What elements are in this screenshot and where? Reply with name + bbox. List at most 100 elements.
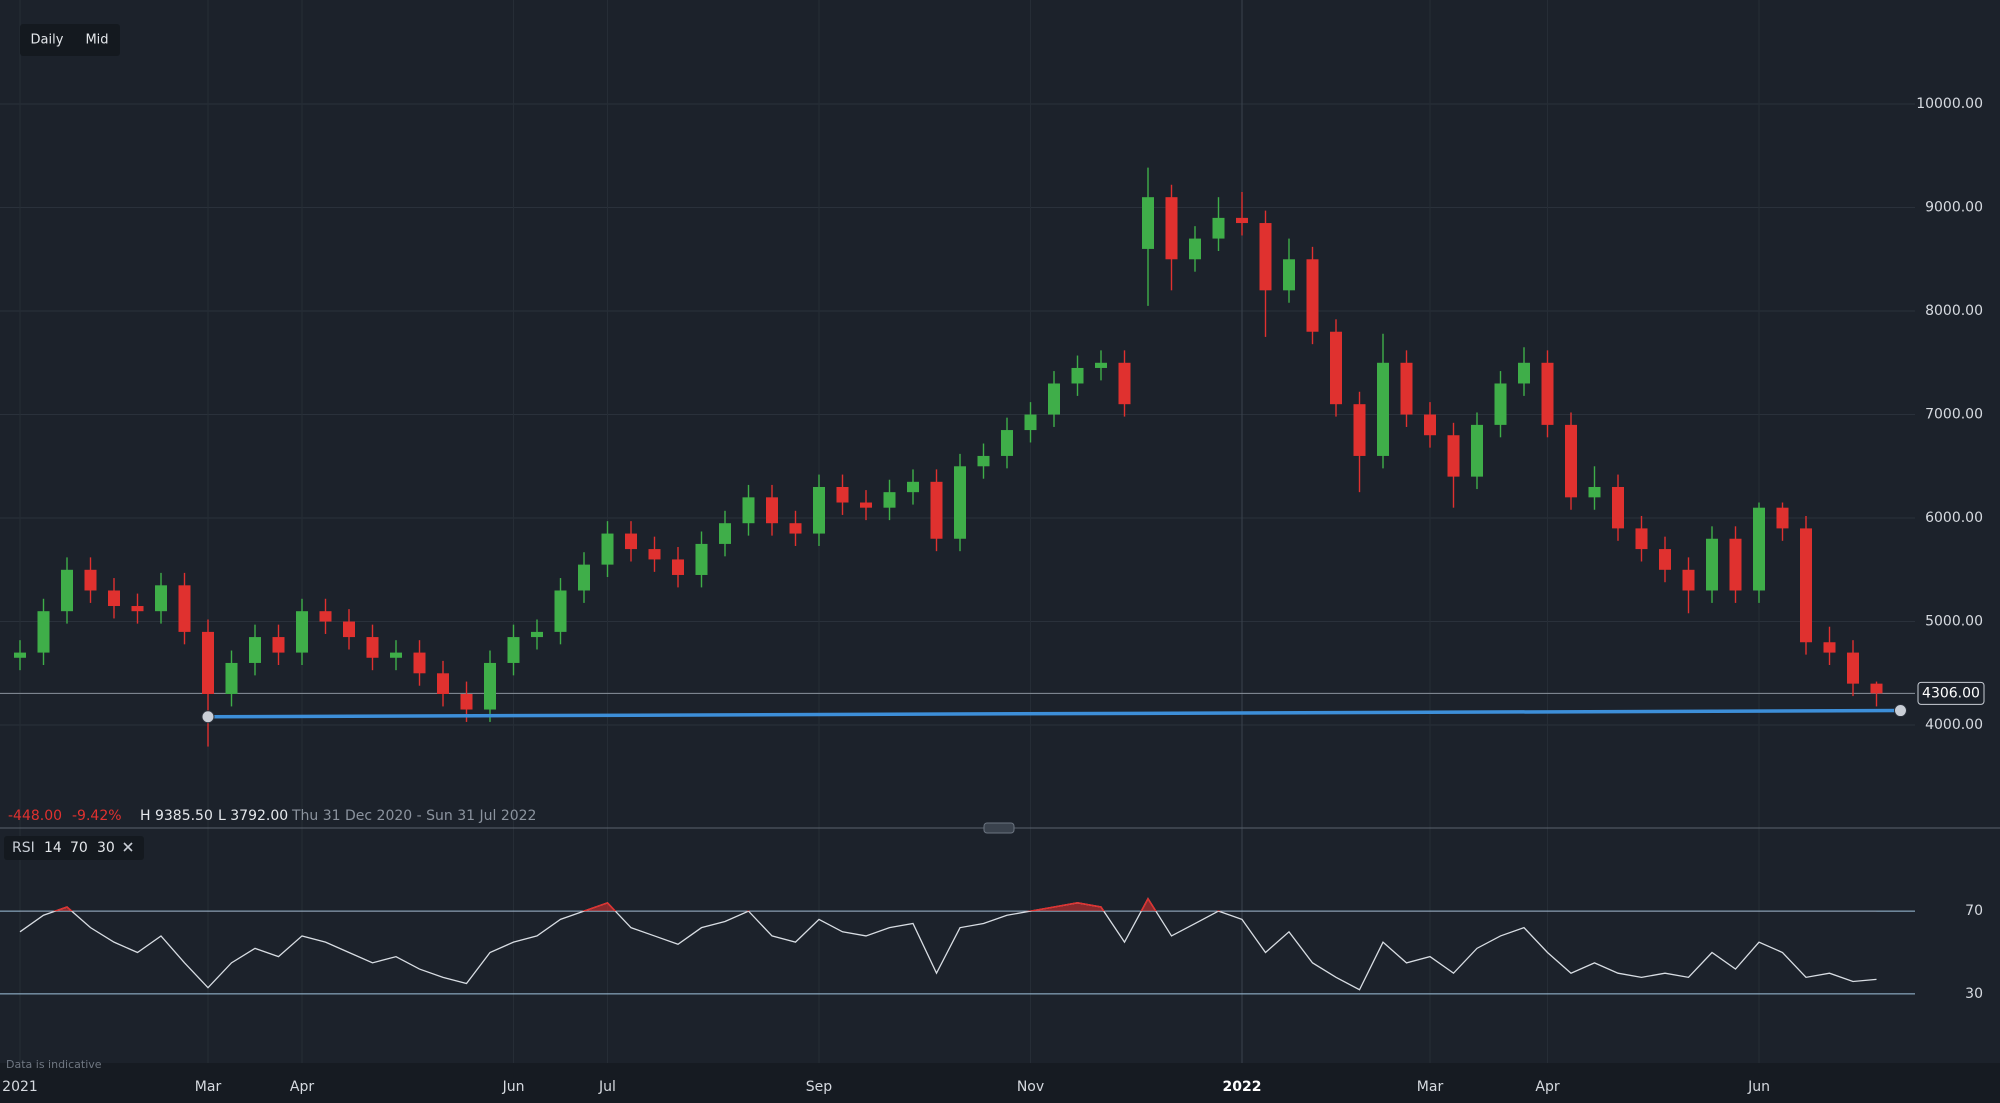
candle-body: [1212, 217, 1225, 239]
x-tick-label: 2021: [2, 1079, 38, 1095]
candle-body: [366, 637, 379, 658]
candle-body: [1729, 538, 1742, 591]
support-handle: [1894, 704, 1907, 718]
rsi-tick-label: 70: [1965, 903, 1983, 919]
candle-body: [84, 569, 97, 591]
candle-body: [484, 662, 496, 710]
y-tick-label: 7000.00: [1925, 407, 1983, 423]
candle-body: [1001, 430, 1013, 456]
candle-body: [1400, 362, 1413, 415]
candle-body: [531, 631, 543, 638]
rsi-param: 70: [70, 840, 88, 856]
y-tick-label: 4000.00: [1925, 717, 1983, 733]
candle-body: [1800, 528, 1812, 643]
candle-body: [954, 466, 966, 539]
candle-body: [766, 497, 778, 524]
candle-body: [61, 569, 73, 612]
candle-body: [1471, 424, 1483, 477]
candle-body: [578, 564, 590, 591]
candle-body: [14, 652, 26, 658]
x-tick-label: Apr: [290, 1079, 314, 1095]
candle-body: [1118, 362, 1131, 405]
footer-note: Data is indicative: [6, 1058, 102, 1071]
candle-body: [695, 543, 708, 575]
candle-body: [1189, 238, 1201, 260]
candle-body: [202, 631, 214, 694]
candle-body: [1024, 414, 1037, 431]
candle-body: [625, 533, 637, 550]
candle-body: [672, 559, 684, 575]
candle-body: [742, 497, 755, 524]
candle-body: [1259, 223, 1272, 291]
period-low: L 3792.00: [218, 808, 288, 824]
interval-button[interactable]: Daily: [31, 33, 64, 48]
candle-body: [1706, 538, 1718, 591]
x-axis-strip: [0, 1063, 2000, 1103]
rsi-overbought-area: [55, 898, 1156, 912]
candle-body: [507, 637, 520, 663]
price-type-button[interactable]: Mid: [85, 33, 108, 48]
candle-body: [907, 481, 919, 493]
rsi-tick-label: 30: [1965, 986, 1983, 1002]
x-tick-label: Sep: [806, 1079, 833, 1095]
candle-body: [37, 611, 50, 653]
change-pct: -9.42%: [72, 808, 122, 824]
candle-body: [1424, 414, 1436, 436]
candle-body: [1095, 362, 1107, 368]
candle-body: [272, 637, 285, 653]
candle-body: [155, 585, 167, 612]
candle-body: [1753, 507, 1765, 591]
rsi-title: RSI: [12, 840, 35, 856]
candle-body: [1518, 362, 1530, 384]
candle-body: [319, 611, 332, 622]
candle-body: [1071, 367, 1084, 384]
x-tick-label: 2022: [1223, 1079, 1262, 1095]
candle-body: [343, 621, 355, 638]
x-tick-label: Jul: [598, 1079, 616, 1095]
x-tick-label: Apr: [1535, 1079, 1559, 1095]
candle-body: [1142, 197, 1154, 249]
candle-body: [1823, 642, 1836, 653]
candle-body: [178, 585, 191, 632]
candle-body: [249, 637, 261, 663]
candle-body: [648, 549, 661, 560]
candle-body: [1494, 383, 1507, 425]
candle-body: [131, 606, 144, 612]
candle-body: [1682, 569, 1695, 591]
x-tick-label: Jun: [502, 1079, 525, 1095]
rsi-close-button[interactable]: [123, 842, 133, 852]
y-tick-label: 5000.00: [1925, 614, 1983, 630]
last-price-label: 4306.00: [1922, 685, 1980, 701]
x-tick-label: Mar: [1417, 1079, 1444, 1095]
candle-body: [930, 481, 943, 539]
rsi-header: [4, 836, 144, 860]
period-range: Thu 31 Dec 2020 - Sun 31 Jul 2022: [291, 808, 536, 824]
candle-body: [1870, 683, 1883, 694]
x-tick-label: Mar: [195, 1079, 222, 1095]
candle-body: [1776, 507, 1789, 529]
candle-body: [1353, 404, 1366, 456]
candle-body: [1283, 259, 1295, 291]
candle-body: [719, 523, 731, 544]
candle-body: [601, 533, 614, 565]
candle-body: [977, 455, 990, 467]
candle-body: [1447, 435, 1460, 477]
pane-resize-handle[interactable]: [983, 822, 1015, 834]
candle-body: [390, 652, 402, 658]
candle-body: [1236, 217, 1248, 224]
candle-body: [1306, 259, 1319, 332]
candle-body: [554, 590, 567, 632]
candle-body: [860, 502, 872, 508]
y-tick-label: 10000.00: [1916, 96, 1983, 112]
y-tick-label: 9000.00: [1925, 200, 1983, 216]
support-line: [207, 708, 1901, 719]
candle-body: [1612, 486, 1624, 529]
y-tick-label: 8000.00: [1925, 303, 1983, 319]
candle-body: [437, 673, 449, 694]
change: -448.00: [8, 808, 62, 824]
candle-body: [1588, 486, 1601, 498]
candle-body: [1048, 383, 1060, 415]
candle-body: [883, 492, 896, 508]
candle-body: [225, 662, 238, 694]
